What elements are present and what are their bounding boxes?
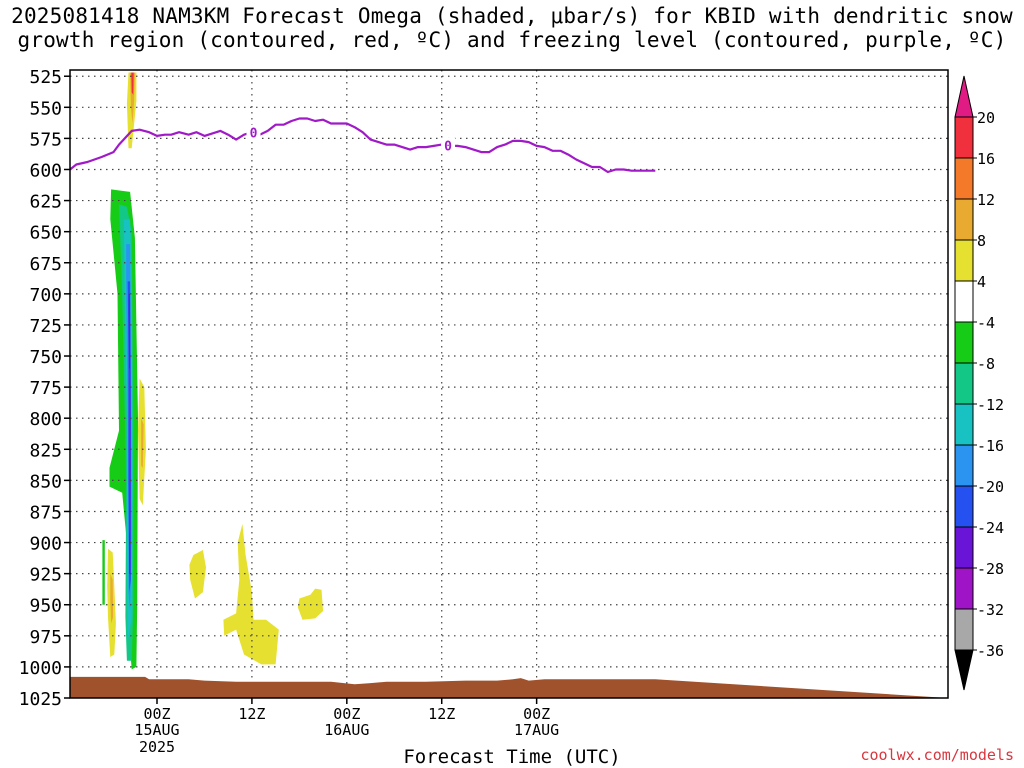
plot-area: [70, 70, 948, 698]
colorbar-label: -24: [977, 519, 1004, 537]
freezing-level-label-bg-0: [246, 124, 261, 140]
y-tick-label: 950: [29, 596, 62, 617]
y-tick-label: 700: [29, 285, 62, 306]
y-tick-label: 975: [29, 627, 62, 648]
colorbar-bin: [954, 485, 974, 528]
y-tick-label: 1000: [19, 658, 62, 679]
x-tick-label: 12Z: [428, 705, 455, 723]
omega-contour-10: [102, 540, 105, 605]
colorbar-label: -32: [977, 601, 1004, 619]
colorbar-bin: [954, 608, 974, 651]
colorbar-label: -20: [977, 478, 1004, 496]
colorbar-bin: [954, 239, 974, 282]
colorbar-label: -12: [977, 396, 1004, 414]
colorbar-label: -36: [977, 642, 1004, 660]
omega-contour-1: [130, 72, 135, 124]
colorbar-label: -8: [977, 355, 995, 373]
freezing-level-label-bg-1: [441, 137, 456, 153]
x-axis-label: Forecast Time (UTC): [403, 746, 621, 768]
omega-contour-14: [110, 573, 114, 624]
colorbar-bin: [954, 116, 974, 159]
freezing-level-line: [70, 117, 656, 174]
x-tick-label: 00Z: [333, 705, 360, 723]
colorbar-bin: [954, 362, 974, 405]
x-tick-date: 15AUG: [134, 721, 179, 739]
y-tick-label: 900: [29, 534, 62, 555]
colorbar-label: 20: [977, 109, 995, 127]
y-tick-label: 850: [29, 471, 62, 492]
chart-title-line2: growth region (contoured, red, ºC) and f…: [17, 28, 1007, 52]
colorbar: 20 16 12 8 4 -4 -8 -12 -16 -20 -24 -28 -32 -36: [954, 75, 1004, 691]
colorbar-bin: [954, 280, 974, 323]
colorbar-bottom-arrow: [954, 649, 974, 691]
y-tick-label: 800: [29, 409, 62, 430]
omega-contour-12: [141, 418, 144, 468]
terrain-fill: [70, 676, 948, 698]
grid-lines: [70, 70, 948, 698]
x-tick-label: 00Z: [523, 705, 550, 723]
watermark: coolwx.com/models: [860, 746, 1014, 764]
colorbar-label: 12: [977, 191, 995, 209]
y-tick-label: 775: [29, 378, 62, 399]
y-tick-label: 925: [29, 565, 62, 586]
freezing-level-label: 0: [444, 140, 452, 155]
plot-background: [70, 70, 948, 698]
axes: 525 550 575 600 625 650 675 700 725 750 775 800 825 8…: [19, 67, 949, 756]
omega-contour-2: [131, 72, 134, 95]
x-tick-year: 2025: [139, 738, 175, 756]
terrain: [70, 676, 948, 698]
omega-contour-16: [223, 523, 279, 665]
colorbar-bin: [954, 444, 974, 487]
y-tick-label: 525: [29, 67, 62, 88]
y-tick-label: 650: [29, 223, 62, 244]
colorbar-label: 4: [977, 273, 986, 291]
y-tick-label: 575: [29, 129, 62, 150]
colorbar-bin: [954, 198, 974, 241]
y-tick-label: 625: [29, 192, 62, 213]
omega-contour-9: [129, 368, 131, 537]
colorbar-bin: [954, 157, 974, 200]
chart-title-line1: 2025081418 NAM3KM Forecast Omega (shaded…: [11, 4, 1013, 28]
colorbar-label: 16: [977, 150, 995, 168]
x-tick-label: 12Z: [238, 705, 265, 723]
colorbar-label: 8: [977, 232, 986, 250]
y-tick-label: 675: [29, 254, 62, 275]
y-tick-label: 825: [29, 440, 62, 461]
chart-title: 2025081418 NAM3KM Forecast Omega (shaded…: [0, 4, 1024, 52]
y-tick-label: 750: [29, 347, 62, 368]
omega-contour-15: [189, 550, 206, 599]
y-tick-label: 550: [29, 98, 62, 119]
freezing-level-label: 0: [250, 127, 258, 142]
y-tick-label: 875: [29, 502, 62, 523]
x-tick-date: 16AUG: [324, 721, 369, 739]
plot-frame: [69, 69, 949, 699]
y-tick-label: 600: [29, 160, 62, 181]
colorbar-bin: [954, 526, 974, 569]
colorbar-bin: [954, 403, 974, 446]
x-tick-label: 00Z: [143, 705, 170, 723]
x-tick-date: 17AUG: [514, 721, 559, 739]
freezing-level: 00: [70, 117, 656, 174]
colorbar-top-arrow: [954, 75, 974, 118]
y-tick-label: 1025: [19, 689, 62, 710]
y-tick-label: 725: [29, 316, 62, 337]
colorbar-label: -4: [977, 314, 995, 332]
colorbar-label: -28: [977, 560, 1004, 578]
omega-shading: [102, 72, 324, 670]
colorbar-bin: [954, 321, 974, 364]
colorbar-label: -16: [977, 437, 1004, 455]
colorbar-bin: [954, 567, 974, 610]
